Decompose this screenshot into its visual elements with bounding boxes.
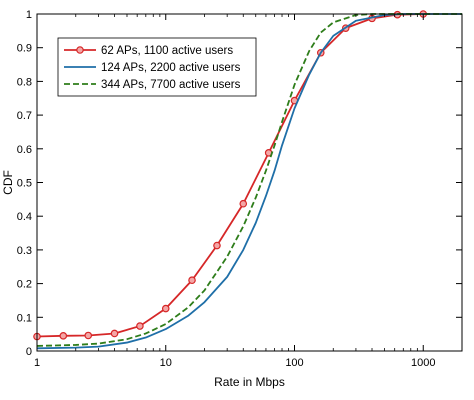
x-axis-label: Rate in Mbps (214, 375, 285, 389)
series-layer (33, 10, 462, 350)
y-tick-label-5: 0.4 (17, 211, 32, 223)
y-tick-label-4: 0.3 (17, 245, 32, 257)
legend-marker-1 (76, 46, 84, 54)
legend-label-1: 62 APs, 1100 active users (101, 45, 233, 57)
y-tick-label-2: 0.1 (17, 312, 32, 324)
legend: 62 APs, 1100 active users 124 APs, 2200 a… (57, 37, 257, 97)
x-tick-label-2: 10 (160, 357, 172, 369)
x-tick-label-1: 1 (34, 357, 40, 369)
series-3 (36, 13, 462, 347)
axes-layer: 1 10 100 1000 0 0.1 0.2 0.3 0.4 0.5 0.6 0.7 0.8 0.9 1 (17, 9, 463, 369)
legend-entry-2: 124 APs, 2200 active users (64, 62, 241, 74)
series-2 (36, 13, 462, 350)
y-tick-label-11: 1 (26, 9, 32, 21)
series-1-point-8 (213, 241, 221, 250)
series-1-point-3 (84, 331, 93, 340)
y-tick-label-9: 0.8 (17, 76, 32, 88)
y-tick-label-3: 0.2 (17, 279, 32, 291)
y-tick-label-7: 0.6 (17, 144, 32, 156)
series-1-point-2 (59, 332, 68, 340)
series-1-point-5 (136, 322, 144, 330)
y-axis-label: CDF (1, 170, 15, 195)
series-1-point-6 (161, 304, 170, 313)
series-1-point-7 (188, 276, 196, 285)
y-tick-label-6: 0.5 (17, 178, 32, 190)
series-3-line (36, 13, 462, 347)
x-tick-label-4: 1000 (411, 357, 435, 369)
y-tick-label-1: 0 (26, 346, 32, 358)
x-tick-label-3: 100 (285, 357, 303, 369)
legend-entry-1: 62 APs, 1100 active users (64, 45, 233, 57)
series-2-line (36, 13, 462, 350)
series-1-line (36, 13, 424, 338)
legend-entry-3: 344 APs, 7700 active users (64, 79, 241, 91)
series-1-point-4 (110, 329, 119, 338)
y-tick-label-8: 0.7 (17, 110, 32, 122)
legend-label-3: 344 APs, 7700 active users (101, 79, 241, 91)
series-1-point-9 (239, 199, 248, 208)
y-tick-label-10: 0.9 (17, 43, 32, 55)
legend-label-2: 124 APs, 2200 active users (101, 62, 241, 74)
